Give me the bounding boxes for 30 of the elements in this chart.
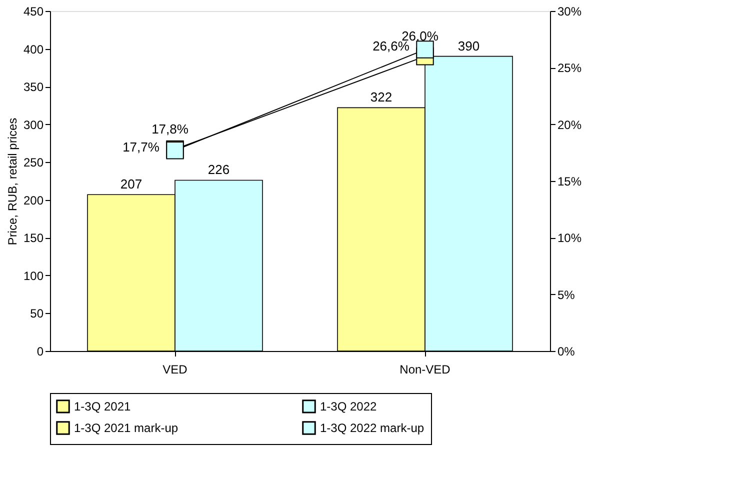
- data-label: 322: [370, 90, 392, 105]
- y-tick-label: 100: [23, 268, 44, 283]
- data-label: 207: [120, 176, 142, 192]
- data-label: 17,7%: [122, 139, 160, 154]
- legend-label: 1-3Q 2021: [74, 399, 132, 414]
- y-tick-label: 250: [23, 156, 44, 170]
- y2-tick-label: 10%: [558, 231, 582, 246]
- legend-label: 1-3Q 2021 mark-up: [74, 421, 178, 435]
- y2-tick-label: 5%: [558, 288, 576, 302]
- data-label: 226: [208, 162, 230, 178]
- y-tick-label: 350: [23, 80, 44, 94]
- y2-tick-label: 15%: [558, 174, 582, 188]
- y2-tick-label: 20%: [558, 118, 582, 132]
- y-tick-label: 450: [23, 4, 44, 18]
- y-tick-label: 50: [30, 306, 44, 321]
- legend-label: 1-3Q 2022 mark-up: [320, 421, 424, 435]
- legend-label: 1-3Q 2022: [320, 399, 378, 414]
- y-tick-label: 400: [23, 42, 44, 56]
- y-tick-label: 200: [23, 193, 44, 208]
- y2-tick-label: 25%: [558, 61, 582, 76]
- x-tick-label: Non-VED: [400, 362, 451, 376]
- y-tick-label: 300: [23, 118, 44, 132]
- x-tick-label: VED: [162, 362, 188, 376]
- y-tick-label: 0: [36, 344, 44, 358]
- y-axis-title: Price, RUB, retail prices: [5, 118, 20, 246]
- y2-tick-label: 30%: [558, 4, 582, 18]
- data-label: 390: [458, 38, 480, 54]
- y2-tick-label: 0%: [558, 344, 576, 358]
- y-tick-label: 150: [23, 231, 44, 246]
- data-label: 17,8%: [152, 121, 189, 136]
